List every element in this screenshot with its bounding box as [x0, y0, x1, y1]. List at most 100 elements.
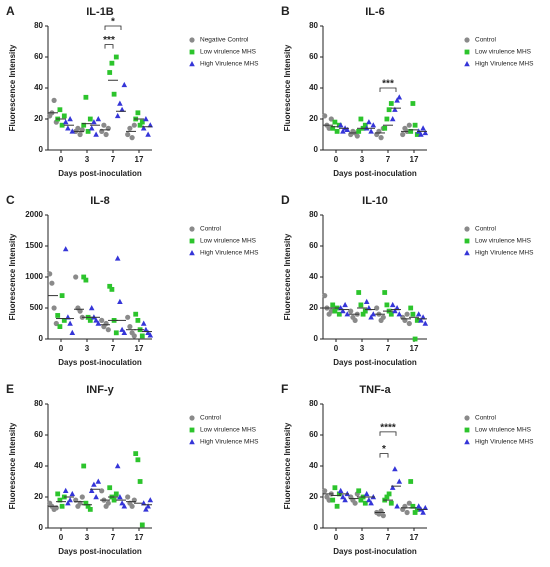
- x-axis-label: Days post-inoculation: [333, 358, 417, 367]
- legend-marker: [189, 238, 195, 244]
- y-tick-label: 500: [30, 303, 44, 312]
- point: [362, 500, 368, 506]
- legend-marker: [464, 61, 470, 67]
- point: [105, 327, 111, 333]
- point: [114, 112, 121, 119]
- legend-marker: [464, 238, 470, 244]
- point: [93, 494, 99, 500]
- point: [105, 500, 111, 506]
- point: [75, 125, 81, 131]
- y-tick-label: 20: [309, 303, 318, 312]
- point: [388, 311, 394, 317]
- point: [109, 60, 115, 66]
- x-tick-label: 0: [59, 533, 64, 542]
- point: [57, 324, 63, 329]
- point: [101, 122, 107, 128]
- point: [389, 301, 396, 308]
- legend-label: Low virulence MHS: [475, 427, 532, 434]
- point: [374, 305, 380, 311]
- y-axis-label: Fluorescence Intensity: [283, 233, 292, 320]
- legend-label: Control: [475, 415, 497, 422]
- point: [111, 91, 117, 97]
- point: [410, 101, 416, 106]
- point: [83, 500, 89, 506]
- point: [121, 329, 128, 335]
- point: [384, 116, 390, 122]
- point: [352, 500, 358, 506]
- point: [334, 129, 340, 134]
- y-tick-label: 20: [309, 492, 318, 501]
- y-tick-label: 40: [34, 83, 43, 92]
- panel-letter: F: [281, 382, 288, 396]
- point: [388, 101, 394, 106]
- point: [55, 313, 61, 318]
- point: [117, 494, 123, 500]
- point: [358, 497, 364, 503]
- point: [147, 497, 154, 503]
- x-tick-label: 0: [59, 344, 64, 353]
- legend-label: Low virulence MHS: [200, 49, 257, 56]
- x-tick-label: 17: [135, 155, 144, 164]
- point: [77, 131, 83, 138]
- y-tick-label: 60: [34, 430, 43, 439]
- y-tick-label: 40: [309, 83, 318, 92]
- point: [69, 329, 76, 335]
- point: [113, 491, 119, 497]
- point: [352, 317, 358, 323]
- panel-letter: B: [281, 4, 290, 18]
- point: [69, 128, 76, 134]
- x-axis-label: Days post-inoculation: [58, 358, 142, 367]
- point: [125, 494, 131, 500]
- y-tick-label: 60: [309, 430, 318, 439]
- point: [62, 487, 69, 493]
- point: [392, 308, 398, 314]
- point: [137, 479, 143, 484]
- point: [363, 490, 370, 497]
- point: [358, 302, 364, 308]
- point: [61, 113, 67, 119]
- y-tick-label: 20: [34, 114, 43, 123]
- point: [83, 277, 89, 283]
- point: [139, 522, 145, 528]
- point: [88, 305, 95, 311]
- point: [366, 305, 372, 311]
- point: [91, 119, 97, 125]
- point: [117, 298, 123, 304]
- point: [103, 131, 109, 138]
- point: [103, 320, 109, 327]
- point: [322, 113, 328, 119]
- y-axis-label: Fluorescence Intensity: [283, 422, 292, 509]
- point: [95, 320, 102, 326]
- legend-label: Low virulence MHS: [475, 238, 532, 245]
- point: [422, 320, 429, 326]
- y-tick-label: 20: [34, 492, 43, 501]
- point: [408, 129, 414, 134]
- point: [107, 283, 113, 289]
- x-axis-label: Days post-inoculation: [333, 169, 417, 178]
- legend-label: High Virulence MHS: [475, 439, 534, 446]
- x-axis-label: Days post-inoculation: [333, 547, 417, 556]
- x-tick-label: 7: [386, 344, 391, 353]
- point: [342, 497, 348, 503]
- point: [99, 488, 105, 494]
- x-tick-label: 0: [334, 344, 339, 353]
- point: [62, 246, 69, 252]
- point: [422, 129, 429, 136]
- legend-marker: [189, 415, 195, 421]
- y-axis-label: Fluorescence Intensity: [8, 422, 17, 509]
- legend-marker: [464, 37, 470, 43]
- point: [415, 503, 422, 509]
- significance-bracket: [379, 87, 397, 92]
- significance-bracket: [104, 25, 122, 30]
- point: [330, 497, 336, 503]
- point: [384, 302, 390, 308]
- x-axis-label: Days post-inoculation: [58, 547, 142, 556]
- point: [386, 491, 392, 497]
- point: [342, 301, 348, 308]
- legend-marker: [189, 250, 195, 256]
- point: [418, 131, 424, 137]
- point: [392, 106, 398, 112]
- point: [107, 485, 113, 491]
- chart-title: IL-6: [365, 6, 385, 18]
- point: [127, 324, 133, 330]
